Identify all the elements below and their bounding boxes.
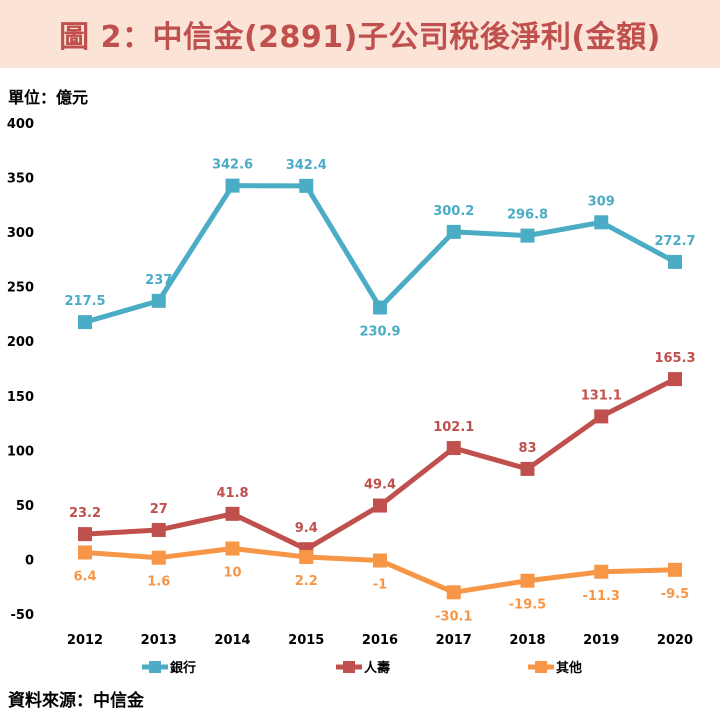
x-tick-label: 2015 bbox=[288, 633, 324, 648]
data-label: 296.8 bbox=[507, 208, 548, 223]
data-point-marker bbox=[446, 585, 461, 600]
x-tick-label: 2012 bbox=[67, 633, 103, 648]
data-point-marker bbox=[78, 545, 92, 560]
legend-marker-2 bbox=[535, 661, 547, 673]
unit-label: 單位：億元 bbox=[8, 88, 89, 107]
data-point-marker bbox=[225, 178, 240, 193]
data-label: 9.4 bbox=[295, 521, 318, 536]
y-tick-label: -50 bbox=[11, 608, 35, 623]
data-label: 230.9 bbox=[359, 325, 400, 340]
x-tick-label: 2014 bbox=[214, 633, 250, 648]
x-tick-label: 2019 bbox=[583, 633, 619, 648]
data-point-marker bbox=[151, 293, 166, 308]
data-label: 83 bbox=[518, 441, 536, 456]
legend-label-2: 其他 bbox=[556, 660, 582, 676]
data-label: 2.2 bbox=[295, 574, 318, 589]
data-point-marker bbox=[594, 215, 609, 230]
legend-label-1: 人壽 bbox=[364, 660, 390, 676]
data-point-marker bbox=[299, 550, 314, 565]
data-point-marker bbox=[373, 300, 387, 315]
x-tick-label: 2018 bbox=[509, 633, 545, 648]
data-label: 41.8 bbox=[216, 486, 248, 501]
data-point-marker bbox=[151, 522, 166, 537]
data-point-marker bbox=[520, 461, 535, 476]
data-point-marker bbox=[225, 541, 240, 556]
data-label: 342.4 bbox=[286, 158, 327, 173]
data-label: 23.2 bbox=[69, 506, 101, 521]
x-tick-label: 2013 bbox=[141, 633, 177, 648]
data-point-marker bbox=[668, 562, 682, 577]
data-label: 272.7 bbox=[654, 234, 695, 249]
x-tick-label: 2016 bbox=[362, 633, 398, 648]
data-label: 10 bbox=[223, 566, 241, 581]
data-label: -11.3 bbox=[583, 589, 620, 604]
data-point-marker bbox=[78, 315, 92, 330]
source-label: 資料來源：中信金 bbox=[8, 691, 144, 711]
data-label: 49.4 bbox=[364, 478, 396, 493]
data-label: 27 bbox=[150, 502, 168, 517]
title-bar: 圖 2：中信金(2891)子公司稅後淨利(金額) bbox=[0, 0, 720, 68]
data-point-marker bbox=[594, 564, 609, 579]
legend-marker-0 bbox=[149, 661, 161, 673]
data-label: 131.1 bbox=[581, 388, 622, 403]
data-label: 165.3 bbox=[654, 351, 695, 366]
data-point-marker bbox=[520, 573, 535, 588]
data-point-marker bbox=[299, 178, 314, 193]
series-line-1 bbox=[84, 376, 677, 552]
chart-title: 圖 2：中信金(2891)子公司稅後淨利(金額) bbox=[59, 20, 661, 55]
data-point-marker bbox=[668, 372, 682, 387]
data-label: 342.6 bbox=[212, 158, 253, 173]
y-tick-label: 350 bbox=[7, 172, 34, 187]
data-label: -9.5 bbox=[661, 587, 689, 602]
data-label: -30.1 bbox=[435, 609, 472, 624]
data-point-marker bbox=[373, 498, 387, 513]
data-label: 237 bbox=[145, 273, 172, 288]
x-tick-label: 2020 bbox=[657, 633, 693, 648]
data-label: 102.1 bbox=[433, 420, 474, 435]
data-point-marker bbox=[225, 506, 240, 521]
y-tick-label: 250 bbox=[7, 281, 34, 296]
data-label: -19.5 bbox=[509, 598, 546, 613]
data-label: 217.5 bbox=[64, 294, 105, 309]
y-tick-label: 200 bbox=[7, 335, 34, 350]
data-point-marker bbox=[151, 550, 166, 565]
y-tick-label: 0 bbox=[25, 553, 34, 568]
legend-label-0: 銀行 bbox=[170, 660, 196, 676]
data-point-marker bbox=[594, 409, 609, 424]
legend-marker-1 bbox=[343, 661, 355, 673]
y-tick-label: 100 bbox=[7, 444, 34, 459]
data-point-marker bbox=[373, 553, 387, 568]
data-point-marker bbox=[520, 228, 535, 243]
data-point-marker bbox=[446, 441, 461, 456]
data-point-marker bbox=[78, 527, 92, 542]
data-label: -1 bbox=[373, 578, 387, 593]
y-tick-label: 300 bbox=[7, 226, 34, 241]
data-label: 6.4 bbox=[73, 569, 96, 584]
y-tick-label: 50 bbox=[16, 499, 34, 514]
data-point-marker bbox=[668, 254, 682, 269]
data-label: 300.2 bbox=[433, 204, 474, 219]
data-label: 1.6 bbox=[147, 575, 170, 590]
y-tick-label: 150 bbox=[7, 390, 34, 405]
data-label: 309 bbox=[588, 194, 615, 209]
y-tick-label: 400 bbox=[7, 117, 34, 132]
data-point-marker bbox=[446, 224, 461, 239]
x-tick-label: 2017 bbox=[436, 633, 472, 648]
